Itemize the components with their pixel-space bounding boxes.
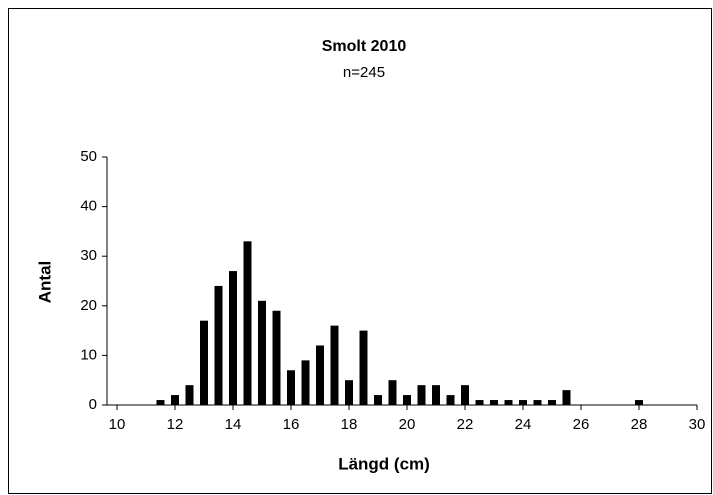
y-tick-label: 30 <box>80 247 97 264</box>
chart-title: Smolt 2010 <box>322 38 407 55</box>
x-tick-label: 20 <box>399 416 416 433</box>
bar <box>359 330 368 405</box>
bar <box>200 320 208 405</box>
x-tick-label: 12 <box>167 416 184 433</box>
x-tick-label: 16 <box>283 416 300 433</box>
bar <box>490 400 498 405</box>
y-tick-label: 0 <box>89 396 97 413</box>
y-tick-label: 20 <box>80 297 97 314</box>
x-tick-label: 10 <box>109 416 126 433</box>
bar <box>446 395 455 405</box>
bar <box>635 400 643 405</box>
bar <box>229 271 237 405</box>
bar <box>432 385 440 405</box>
bar <box>548 400 556 405</box>
bar <box>301 360 310 405</box>
x-tick-label: 26 <box>573 416 590 433</box>
bar <box>461 385 469 405</box>
x-tick-label: 30 <box>689 416 706 433</box>
x-tick-label: 14 <box>225 416 242 433</box>
y-tick-label: 40 <box>80 198 97 215</box>
bar <box>287 370 295 405</box>
bar <box>533 400 542 405</box>
bar <box>272 310 281 405</box>
x-axis-title: Längd (cm) <box>338 454 430 473</box>
bar <box>374 395 382 405</box>
bar <box>171 395 179 405</box>
x-tick-label: 18 <box>341 416 358 433</box>
bar <box>475 400 484 405</box>
bar <box>345 380 353 405</box>
chart-border <box>8 8 712 494</box>
x-tick-label: 28 <box>631 416 648 433</box>
bar <box>214 285 223 405</box>
bar <box>519 400 527 405</box>
bar <box>243 241 252 405</box>
y-tick-label: 50 <box>80 148 97 165</box>
chart-subtitle: n=245 <box>343 64 385 81</box>
y-tick-label: 10 <box>80 346 97 363</box>
bar <box>258 300 266 405</box>
bar <box>417 385 426 405</box>
bar <box>330 325 339 405</box>
bar <box>316 345 324 405</box>
bar <box>504 400 513 405</box>
bar <box>156 400 165 405</box>
bar <box>403 395 411 405</box>
y-axis-title: Antal <box>35 261 54 304</box>
x-tick-label: 22 <box>457 416 474 433</box>
bar <box>388 380 397 405</box>
bar <box>562 390 571 405</box>
bar <box>185 385 194 405</box>
x-tick-label: 24 <box>515 416 532 433</box>
